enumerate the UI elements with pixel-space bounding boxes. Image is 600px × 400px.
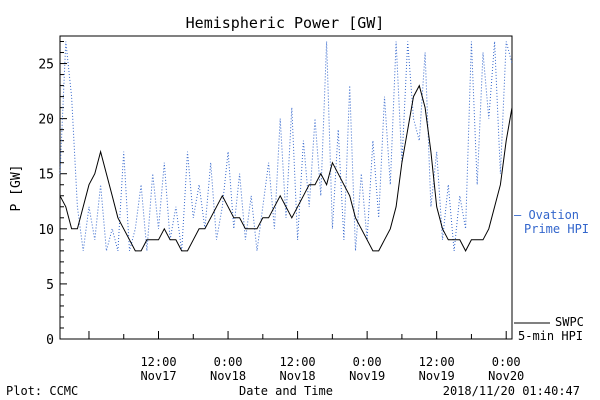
legend: – Ovation Prime HPI SWPC 5-min HPI [514,208,589,343]
legend-ovation-line2: Prime HPI [524,222,589,236]
x-tick-label-date: Nov18 [210,369,246,383]
x-tick-label-time: 12:00 [280,355,316,369]
x-axis-label: Date and Time [239,384,333,398]
series-swpc-hpi [59,84,513,252]
x-tick-label-date: Nov19 [419,369,455,383]
x-tick-label-date: Nov17 [140,369,176,383]
y-tick-label: 25 [38,58,54,73]
y-tick-label: 15 [38,168,54,183]
x-tick-label-time: 0:00 [214,355,243,369]
x-tick-label-time: 12:00 [140,355,176,369]
y-axis-label: P [GW] [9,165,24,212]
plot-frame [59,35,513,340]
footer-plot-source: Plot: CCMC [6,384,78,398]
y-tick-label: 5 [46,278,54,293]
y-axis-ticks: 0 5 10 15 20 25 [38,41,67,348]
x-tick-label-date: Nov18 [280,369,316,383]
x-tick-label-time: 0:00 [353,355,382,369]
footer-timestamp: 2018/11/20 01:40:47 [443,384,580,398]
x-tick-label-date: Nov19 [349,369,385,383]
y-tick-label: 0 [46,333,54,348]
legend-swpc-line1: SWPC [555,315,584,329]
legend-swpc-line2: 5-min HPI [518,329,583,343]
chart-title: Hemispheric Power [GW] [186,14,385,32]
x-tick-label-time: 12:00 [419,355,455,369]
series-layer [59,41,513,252]
legend-ovation-line1: – Ovation [514,208,579,222]
y-tick-label: 20 [38,113,54,128]
x-axis-ticks: 12:00Nov170:00Nov1812:00Nov180:00Nov1912… [88,331,524,383]
series-ovation-prime-hpi [59,41,513,252]
x-tick-label-date: Nov20 [488,369,524,383]
x-tick-label-time: 0:00 [492,355,521,369]
y-tick-label: 10 [38,223,54,238]
